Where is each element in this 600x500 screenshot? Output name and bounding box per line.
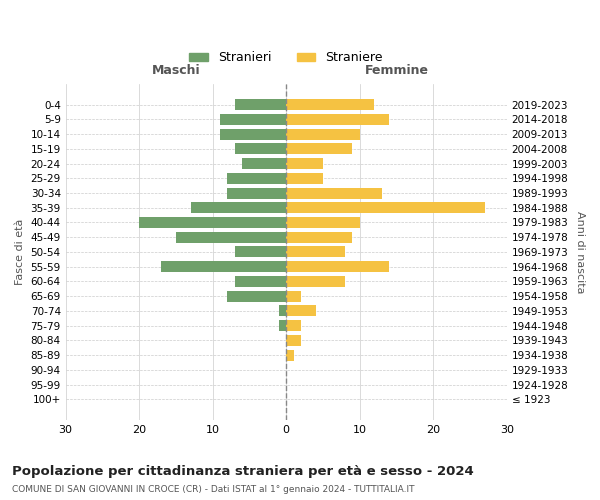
Bar	[286, 306, 316, 316]
Bar	[286, 173, 323, 184]
Bar	[286, 246, 345, 258]
Bar	[286, 217, 360, 228]
Bar	[235, 276, 286, 287]
Bar	[176, 232, 286, 243]
Bar	[286, 99, 374, 110]
Bar	[242, 158, 286, 169]
Bar	[286, 188, 382, 198]
Text: Maschi: Maschi	[152, 64, 200, 77]
Bar	[279, 320, 286, 331]
Bar	[227, 290, 286, 302]
Bar	[286, 335, 301, 346]
Bar	[220, 114, 286, 125]
Y-axis label: Anni di nascita: Anni di nascita	[575, 210, 585, 293]
Bar	[286, 158, 323, 169]
Bar	[286, 290, 301, 302]
Bar	[161, 261, 286, 272]
Bar	[235, 246, 286, 258]
Bar	[286, 202, 485, 213]
Bar	[227, 188, 286, 198]
Bar	[220, 128, 286, 140]
Bar	[286, 128, 360, 140]
Text: COMUNE DI SAN GIOVANNI IN CROCE (CR) - Dati ISTAT al 1° gennaio 2024 - TUTTITALI: COMUNE DI SAN GIOVANNI IN CROCE (CR) - D…	[12, 485, 415, 494]
Bar	[286, 261, 389, 272]
Bar	[235, 99, 286, 110]
Bar	[286, 144, 352, 154]
Text: Femmine: Femmine	[364, 64, 428, 77]
Bar	[235, 144, 286, 154]
Bar	[286, 114, 389, 125]
Bar	[139, 217, 286, 228]
Bar	[286, 350, 293, 360]
Bar	[279, 306, 286, 316]
Bar	[227, 173, 286, 184]
Bar	[286, 320, 301, 331]
Bar	[286, 232, 352, 243]
Bar	[286, 276, 345, 287]
Text: Popolazione per cittadinanza straniera per età e sesso - 2024: Popolazione per cittadinanza straniera p…	[12, 465, 474, 478]
Y-axis label: Fasce di età: Fasce di età	[15, 219, 25, 285]
Bar	[191, 202, 286, 213]
Legend: Stranieri, Straniere: Stranieri, Straniere	[184, 46, 388, 70]
